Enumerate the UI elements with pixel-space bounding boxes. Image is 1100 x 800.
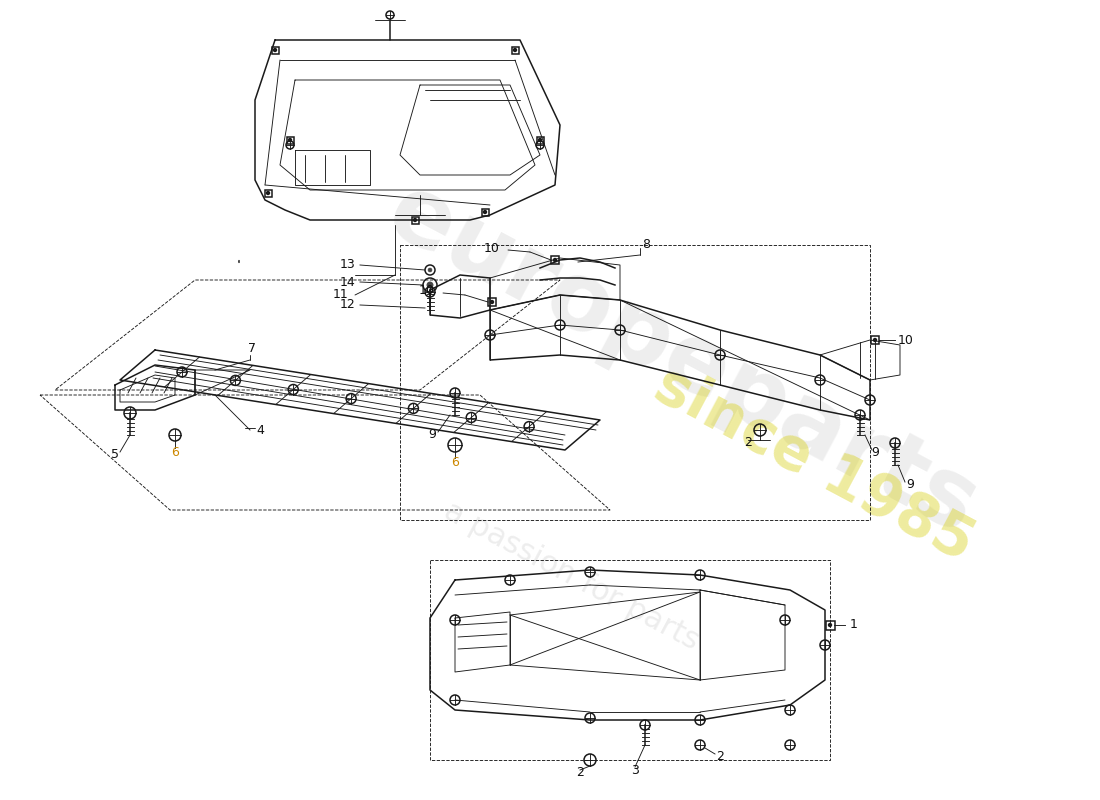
Bar <box>286 137 294 143</box>
Circle shape <box>514 49 517 51</box>
Text: 6: 6 <box>451 455 459 469</box>
Text: 9: 9 <box>871 446 879 459</box>
Text: 6: 6 <box>172 446 179 458</box>
Bar <box>512 46 518 54</box>
Circle shape <box>427 282 433 288</box>
Bar <box>825 621 835 630</box>
Text: 7: 7 <box>248 342 256 354</box>
Circle shape <box>288 138 292 142</box>
Circle shape <box>828 623 832 626</box>
Text: a passion for parts: a passion for parts <box>440 496 704 656</box>
Text: 3: 3 <box>631 763 639 777</box>
Text: europeparts: europeparts <box>372 166 992 554</box>
Text: 5: 5 <box>111 449 119 462</box>
Circle shape <box>491 301 494 303</box>
Text: 1: 1 <box>850 618 858 630</box>
Text: 4: 4 <box>256 423 264 437</box>
Circle shape <box>274 49 276 51</box>
Bar <box>411 217 418 223</box>
Text: since 1985: since 1985 <box>645 356 983 572</box>
Bar <box>482 209 488 215</box>
Text: 11: 11 <box>332 289 348 302</box>
Bar <box>551 256 559 264</box>
Circle shape <box>484 210 486 214</box>
Text: 12: 12 <box>339 298 355 311</box>
Bar <box>272 46 278 54</box>
Text: 2: 2 <box>744 437 752 450</box>
Text: 10: 10 <box>419 285 435 298</box>
Text: 9: 9 <box>906 478 914 491</box>
Circle shape <box>266 191 270 194</box>
Text: 14: 14 <box>339 275 355 289</box>
Text: 10: 10 <box>898 334 914 346</box>
Circle shape <box>428 268 432 272</box>
Text: 8: 8 <box>642 238 650 250</box>
Circle shape <box>553 258 557 262</box>
Bar <box>537 137 543 143</box>
Bar <box>871 336 879 344</box>
Circle shape <box>539 138 541 142</box>
Text: 10: 10 <box>484 242 500 254</box>
Circle shape <box>873 338 877 342</box>
Text: 9: 9 <box>428 429 436 442</box>
Bar <box>264 190 272 197</box>
Bar <box>488 298 496 306</box>
Text: 2: 2 <box>576 766 584 779</box>
Text: 2: 2 <box>716 750 724 763</box>
Text: 13: 13 <box>339 258 355 271</box>
Circle shape <box>414 218 417 222</box>
